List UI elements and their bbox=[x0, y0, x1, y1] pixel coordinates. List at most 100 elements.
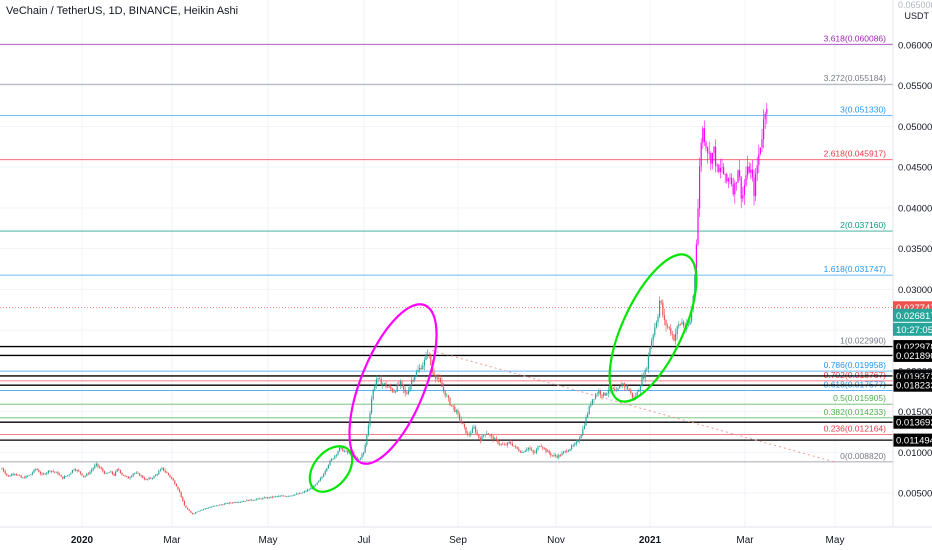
candle-body bbox=[695, 244, 697, 276]
candle-body bbox=[675, 333, 677, 341]
highlight-ellipse bbox=[608, 253, 698, 403]
candle-body bbox=[667, 325, 669, 327]
candle-body bbox=[276, 496, 278, 498]
candle-body bbox=[601, 394, 603, 396]
time-axis[interactable]: 2020 Mar May Jul Sep Nov 2021 Mar May bbox=[0, 526, 932, 546]
candle-body bbox=[407, 390, 409, 394]
candle-body bbox=[35, 469, 37, 470]
candle-body bbox=[143, 477, 145, 480]
candle-body bbox=[52, 470, 54, 472]
fib-level-label: 2.618(0.045917) bbox=[824, 149, 887, 159]
candle-body bbox=[103, 471, 105, 474]
candle-body bbox=[315, 484, 317, 486]
candle-body bbox=[343, 450, 345, 452]
candle-body bbox=[391, 388, 393, 392]
candle-body bbox=[145, 479, 147, 481]
candle-body bbox=[758, 153, 760, 166]
candle-body bbox=[319, 478, 321, 481]
candle-body bbox=[460, 419, 462, 423]
candle-body bbox=[494, 438, 496, 440]
x-tick-label: Mar bbox=[736, 535, 754, 546]
candle-body bbox=[759, 147, 761, 154]
candle-body bbox=[347, 451, 349, 453]
candle-body bbox=[697, 208, 699, 245]
candle-body bbox=[142, 475, 144, 478]
candle-body bbox=[636, 391, 638, 397]
candle-body bbox=[377, 378, 379, 380]
candle-body bbox=[127, 476, 129, 479]
candle-body bbox=[708, 152, 710, 154]
candle-body bbox=[646, 368, 648, 371]
chart-title: VeChain / TetherUS, 1D, BINANCE, Heikin … bbox=[6, 5, 239, 17]
candle-body bbox=[502, 443, 504, 445]
candle-body bbox=[499, 443, 501, 445]
x-tick-label: Mar bbox=[163, 535, 181, 546]
candle-body bbox=[596, 393, 598, 395]
candle-body bbox=[25, 475, 27, 479]
candle-body bbox=[246, 500, 248, 502]
candle-body bbox=[603, 392, 605, 396]
candle-body bbox=[425, 354, 427, 361]
candle-body bbox=[703, 128, 705, 142]
fib-level-label: 0.702(0.018767) bbox=[824, 370, 887, 380]
horizontal-line-label: 0.013692 bbox=[896, 418, 932, 429]
price-badge-label: 10:27:05 bbox=[896, 325, 932, 336]
candle-body bbox=[713, 146, 715, 154]
candle-body bbox=[409, 385, 411, 391]
candle-body bbox=[454, 406, 456, 412]
x-tick-label: May bbox=[259, 535, 278, 546]
candle-body bbox=[68, 474, 70, 476]
currency-label[interactable]: 0.065000 USDT bbox=[898, 0, 932, 22]
candle-body bbox=[388, 386, 390, 388]
candle-body bbox=[163, 467, 165, 471]
candle-body bbox=[259, 498, 261, 500]
candle-body bbox=[191, 512, 193, 515]
candle-body bbox=[358, 459, 360, 460]
candle-body bbox=[500, 443, 502, 445]
candle-body bbox=[28, 475, 30, 476]
candle-body bbox=[263, 497, 265, 499]
candle-body bbox=[559, 454, 561, 456]
candle-body bbox=[99, 466, 101, 468]
candle-body bbox=[295, 493, 297, 495]
candle-body bbox=[30, 474, 32, 476]
candle-body bbox=[428, 354, 430, 356]
candle-body bbox=[329, 460, 331, 465]
candle-body bbox=[763, 119, 765, 140]
candle-body bbox=[481, 435, 483, 442]
candle-body bbox=[367, 425, 369, 435]
candle-body bbox=[47, 470, 49, 473]
x-tick-label: 2020 bbox=[71, 535, 94, 546]
candle-body bbox=[227, 503, 229, 504]
candle-body bbox=[294, 494, 296, 496]
candle-body bbox=[190, 510, 192, 513]
fib-level-label: 0.236(0.012164) bbox=[824, 424, 887, 434]
candle-body bbox=[470, 433, 472, 435]
candle-body bbox=[19, 475, 21, 476]
candle-body bbox=[260, 498, 262, 500]
candle-body bbox=[414, 376, 416, 381]
fib-level-label: 3.618(0.060086) bbox=[824, 33, 887, 43]
candle-body bbox=[580, 434, 582, 439]
candle-body bbox=[361, 454, 363, 459]
candle-body bbox=[657, 316, 659, 323]
candle-body bbox=[615, 390, 617, 392]
candle-body bbox=[38, 469, 40, 473]
candle-body bbox=[105, 473, 107, 475]
candle-body bbox=[761, 139, 763, 148]
candle-body bbox=[359, 458, 361, 460]
candle-body bbox=[566, 450, 568, 452]
candle-body bbox=[495, 438, 497, 441]
candle-body bbox=[182, 497, 184, 501]
candle-body bbox=[132, 473, 134, 476]
candle-body bbox=[543, 448, 545, 450]
candle-body bbox=[623, 383, 625, 387]
candle-body bbox=[558, 454, 560, 458]
candle-body bbox=[764, 113, 766, 120]
candle-body bbox=[212, 506, 214, 507]
